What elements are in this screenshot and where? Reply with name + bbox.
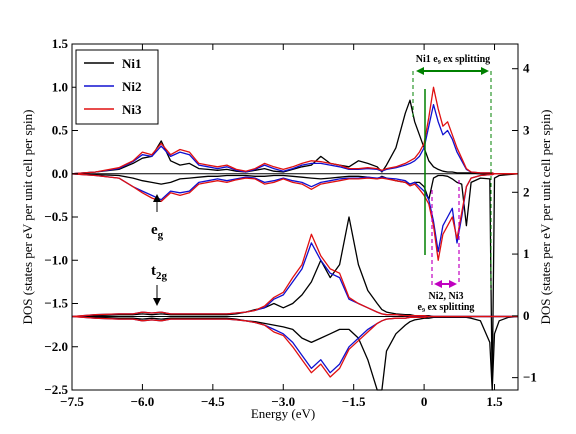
x-tick-label: −1.5 xyxy=(342,394,366,409)
y-left-tick-label: 0.0 xyxy=(52,166,68,181)
y-left-tick-label: −2.5 xyxy=(44,382,68,397)
y-right-tick-label: 2 xyxy=(523,184,530,199)
plot-frame xyxy=(71,43,519,391)
y-left-tick-label: −0.5 xyxy=(44,209,68,224)
y-axis-label-left: DOS (states per eV per unit cell per spi… xyxy=(20,110,35,325)
upper-ni2-spin-up-line xyxy=(71,103,518,175)
t2g-label-sub: 2g xyxy=(156,270,168,282)
y-right-tick-label: 1 xyxy=(523,246,530,261)
legend-box xyxy=(75,49,159,125)
ni1-splitting-label: Ni1 e₉ ex splitting xyxy=(416,54,490,65)
y-right-tick-label: 0 xyxy=(523,308,530,323)
x-tick-label: −6.0 xyxy=(131,394,155,409)
y-right-tick-label: 3 xyxy=(523,123,530,138)
lower-ni1-spin-down-line xyxy=(71,315,519,391)
t2g-label: t2g xyxy=(151,263,168,282)
x-tick-label: −4.5 xyxy=(201,394,225,409)
upper-ni1-spin-up-line xyxy=(71,99,518,175)
y-axis-label-right: DOS (states per eV per unit cell per spi… xyxy=(538,110,553,325)
x-tick-label: 0 xyxy=(421,394,428,409)
y-right-tick-label: −1 xyxy=(523,370,537,385)
x-tick-label: −7.5 xyxy=(60,394,84,409)
x-tick-label: −3.0 xyxy=(271,394,295,409)
t2g-annotation: t2g xyxy=(151,263,168,306)
eg-label-main: e xyxy=(151,222,158,238)
legend-label-ni1: Ni1 xyxy=(122,56,142,71)
eg-annotation: eg xyxy=(151,194,164,241)
y-right-tick-label: 4 xyxy=(523,61,530,76)
upper-ni3-spin-down-line xyxy=(71,173,518,261)
y-left-tick-label: 0.5 xyxy=(52,123,69,138)
series-layer xyxy=(71,86,519,391)
lower-ni3-spin-down-line xyxy=(71,315,518,378)
x-axis-label: Energy (eV) xyxy=(251,406,315,421)
x-tick-label: 1.5 xyxy=(486,394,503,409)
legend-label-ni3: Ni3 xyxy=(122,102,142,117)
legend-label-ni2: Ni2 xyxy=(122,79,142,94)
ni23-splitting-annotation: Ni2, Ni3 e₉ ex splitting xyxy=(418,180,475,313)
eg-label-sub: g xyxy=(158,229,164,241)
t2g-label-main: t xyxy=(151,263,156,279)
upper-ni2-spin-down-line xyxy=(71,173,518,253)
y-left-tick-label: −1.0 xyxy=(44,252,68,267)
upper-ni1-spin-down-line xyxy=(71,173,519,391)
eg-label: eg xyxy=(151,222,164,241)
upper-ni3-spin-up-line xyxy=(71,86,518,175)
y-left-tick-label: 1.5 xyxy=(52,36,69,51)
y-left-tick-label: −2.0 xyxy=(44,339,68,354)
lower-ni2-spin-down-line xyxy=(71,315,518,374)
ni1-splitting-annotation: Ni1 e₉ ex splitting xyxy=(412,54,492,290)
y-left-tick-label: 1.0 xyxy=(52,79,68,94)
ni23-splitting-label-2: e₉ ex splitting xyxy=(418,302,475,313)
ni23-splitting-label-1: Ni2, Ni3 xyxy=(429,291,464,302)
legend: Ni1 Ni2 Ni3 xyxy=(75,49,159,125)
ticks-layer: −7.5 −6.0 −4.5 −3.0 −1.5 0 1.5 1.5 1.0 0.5 0.0 −0.5… xyxy=(44,36,537,409)
y-left-tick-label: −1.5 xyxy=(44,296,68,311)
